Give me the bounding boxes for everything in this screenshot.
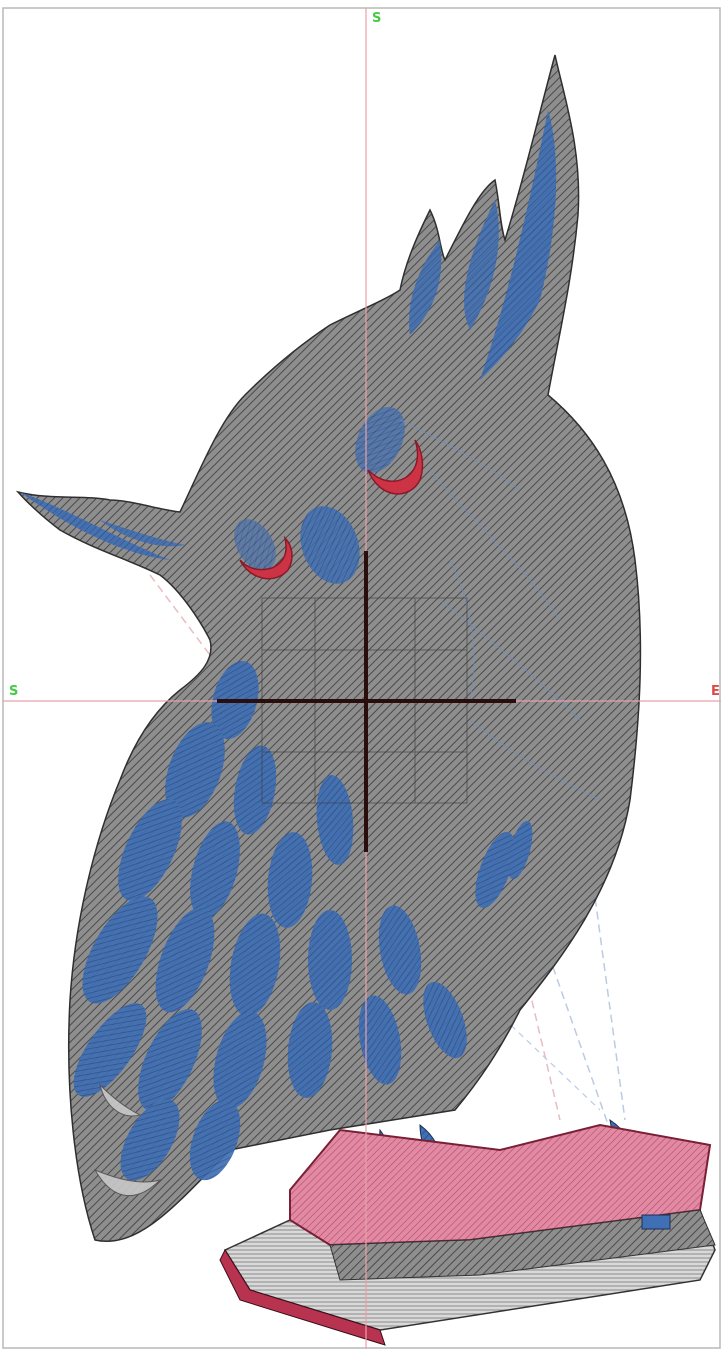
book xyxy=(219,1123,716,1346)
book-clasp xyxy=(641,1214,671,1230)
face-feather xyxy=(234,519,276,571)
center-crosshair-icon xyxy=(217,551,516,852)
start-marker-left: S xyxy=(9,684,19,699)
book-spine xyxy=(219,1248,386,1346)
ear-feathers-right xyxy=(480,110,557,380)
chest-feathers xyxy=(73,660,533,1181)
ear-feathers-mid xyxy=(464,200,499,330)
detail-lines xyxy=(399,419,601,801)
ear-feathers-left xyxy=(409,240,442,335)
start-marker-top: S xyxy=(372,11,382,26)
face-feather xyxy=(355,406,405,474)
left-tuft-2 xyxy=(100,520,185,547)
owl-eye-right xyxy=(367,439,424,495)
book-cover xyxy=(289,1123,712,1247)
owl-embroidery-design xyxy=(15,54,642,1242)
owl-eye-left xyxy=(239,535,293,580)
tail-feathers xyxy=(93,1083,162,1197)
face-feather xyxy=(300,506,360,584)
book-cover-edge xyxy=(329,1209,716,1281)
end-marker-right: E xyxy=(711,684,720,699)
left-tuft xyxy=(20,492,170,560)
